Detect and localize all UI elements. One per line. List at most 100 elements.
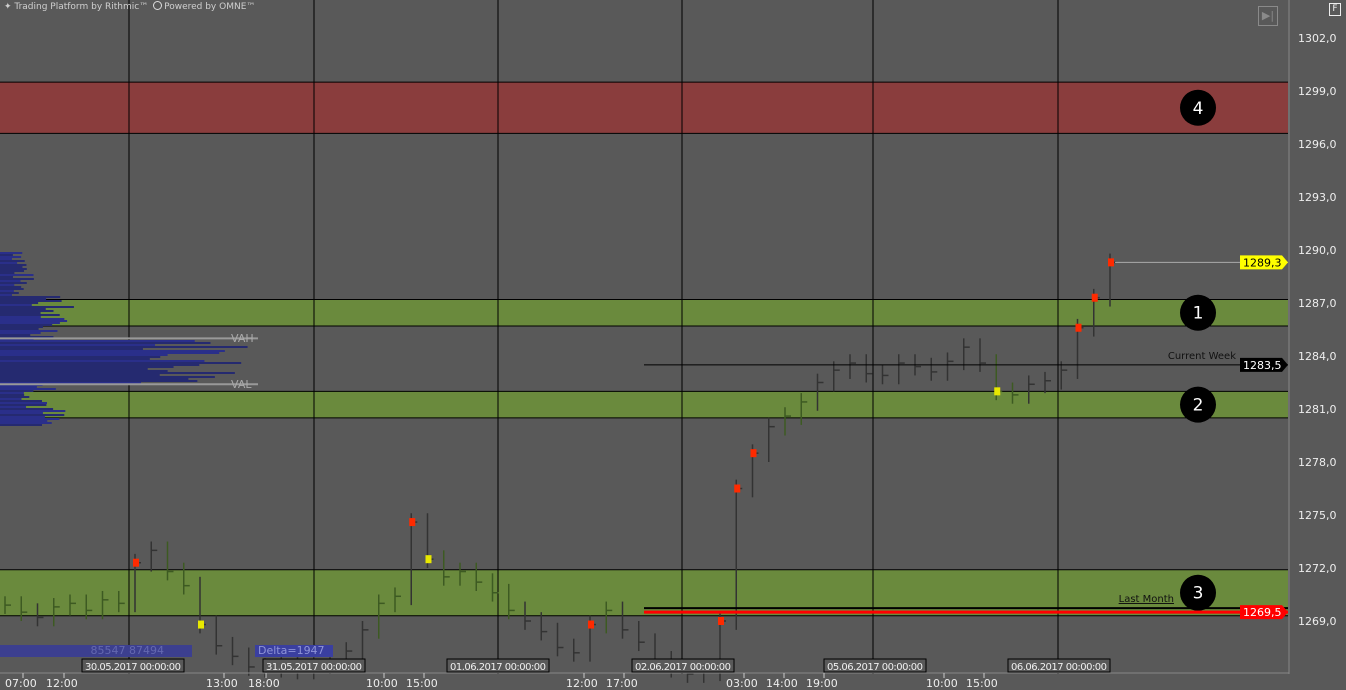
scroll-to-end-button[interactable]: ▶| — [1258, 6, 1278, 26]
profile-bar — [0, 376, 215, 378]
profile-bar — [0, 394, 25, 396]
volume-highlight — [425, 555, 432, 564]
zone-number: 3 — [1193, 584, 1204, 604]
time-tick: 15:00 — [406, 677, 438, 690]
profile-bar — [0, 268, 27, 270]
profile-bar — [0, 262, 18, 264]
volume-highlight — [198, 620, 204, 629]
volume-highlight — [1108, 258, 1114, 267]
profile-bar — [0, 326, 43, 328]
time-tick: 07:00 — [5, 677, 37, 690]
price-tick: 1287,0 — [1298, 297, 1337, 310]
val-label: VAL — [231, 378, 252, 391]
profile-bar — [0, 424, 43, 426]
price-tick: 1296,0 — [1298, 138, 1337, 151]
profile-bar — [0, 286, 22, 288]
date-box — [262, 658, 366, 673]
profile-bar — [0, 398, 22, 400]
profile-delta-readout: Delta=1947 — [255, 645, 333, 657]
profile-bar — [0, 276, 14, 278]
profile-bar — [0, 392, 24, 394]
last-month-label: Last Month — [1118, 594, 1174, 605]
profile-bar — [0, 306, 74, 308]
profile-bar — [0, 422, 52, 424]
omne-logo-icon — [153, 1, 163, 10]
vah-label: VAH — [231, 332, 254, 345]
volume-highlight — [750, 449, 757, 458]
last-price-value: 1289,3 — [1243, 256, 1282, 269]
profile-bar — [0, 402, 47, 404]
profile-bar — [0, 368, 148, 370]
date-box — [1007, 658, 1111, 673]
profile-bar — [0, 316, 41, 318]
profile-bar — [0, 334, 31, 336]
zone-number: 1 — [1193, 304, 1204, 324]
platform-text: Trading Platform by Rithmic™ — [14, 2, 149, 12]
profile-bar — [0, 410, 66, 412]
zone-number-badge — [1180, 89, 1216, 126]
profile-bar — [0, 320, 68, 322]
time-tick: 10:00 — [366, 677, 398, 690]
profile-bar — [0, 256, 22, 258]
last-month-price-value: 1269,5 — [1243, 606, 1282, 619]
zone-number-badge — [1180, 294, 1216, 331]
profile-bar — [0, 408, 54, 410]
profile-bar — [0, 302, 39, 304]
profile-bar — [0, 370, 168, 372]
price-tick: 1302,0 — [1298, 32, 1337, 45]
profile-bar — [0, 290, 14, 292]
volume-highlight — [734, 484, 741, 493]
profile-bar — [0, 382, 142, 384]
profile-bar — [0, 258, 12, 260]
volume-highlight — [1075, 323, 1082, 332]
profile-bar — [0, 362, 242, 364]
price-tick: 1293,0 — [1298, 191, 1337, 204]
date-label: 31.05.2017 00:00:00 — [266, 662, 362, 673]
profile-bar — [0, 358, 150, 360]
profile-bar — [0, 388, 56, 390]
price-tick: 1290,0 — [1298, 244, 1337, 257]
volume-highlight — [133, 558, 139, 567]
profile-bar — [0, 346, 248, 348]
profile-bar — [0, 340, 195, 342]
price-tick: 1284,0 — [1298, 350, 1337, 363]
price-tick: 1275,0 — [1298, 509, 1337, 522]
date-label: 06.06.2017 00:00:00 — [1011, 662, 1107, 673]
date-box — [823, 658, 927, 673]
profile-bar — [0, 372, 235, 374]
volume-highlight — [1091, 293, 1098, 302]
zones-layer — [0, 81, 1288, 617]
profile-bar — [0, 318, 65, 320]
date-label: 05.06.2017 00:00:00 — [827, 662, 923, 673]
profile-bar — [0, 328, 39, 330]
profile-bar — [0, 314, 60, 316]
profile-bar — [0, 350, 225, 352]
profile-bar — [0, 266, 23, 268]
profile-bar — [0, 400, 42, 402]
volume-highlight — [994, 387, 1001, 396]
profile-bar — [0, 336, 54, 338]
time-tick: 12:00 — [46, 677, 78, 690]
price-tick: 1278,0 — [1298, 456, 1337, 469]
profile-bar — [0, 284, 15, 286]
volume-highlight — [588, 620, 594, 629]
profile-bar — [0, 324, 53, 326]
profile-bar — [0, 282, 27, 284]
f-button[interactable]: F — [1329, 3, 1341, 16]
profile-bar — [0, 414, 65, 416]
profile-bar — [0, 310, 54, 312]
grid-layer — [128, 0, 1059, 674]
profile-bar — [0, 292, 19, 294]
time-tick: 15:00 — [966, 677, 998, 690]
profile-bar — [0, 386, 37, 388]
profile-bar — [0, 366, 174, 368]
price-tick: 1269,0 — [1298, 615, 1337, 628]
current-week-price-value: 1283,5 — [1243, 359, 1282, 372]
profile-bar — [0, 412, 43, 414]
profile-volume-readout: 85547 87494 — [0, 645, 192, 657]
profile-bar — [0, 296, 61, 298]
profile-bar — [0, 270, 25, 272]
volume-highlight — [409, 518, 416, 527]
time-tick: 03:00 — [726, 677, 758, 690]
